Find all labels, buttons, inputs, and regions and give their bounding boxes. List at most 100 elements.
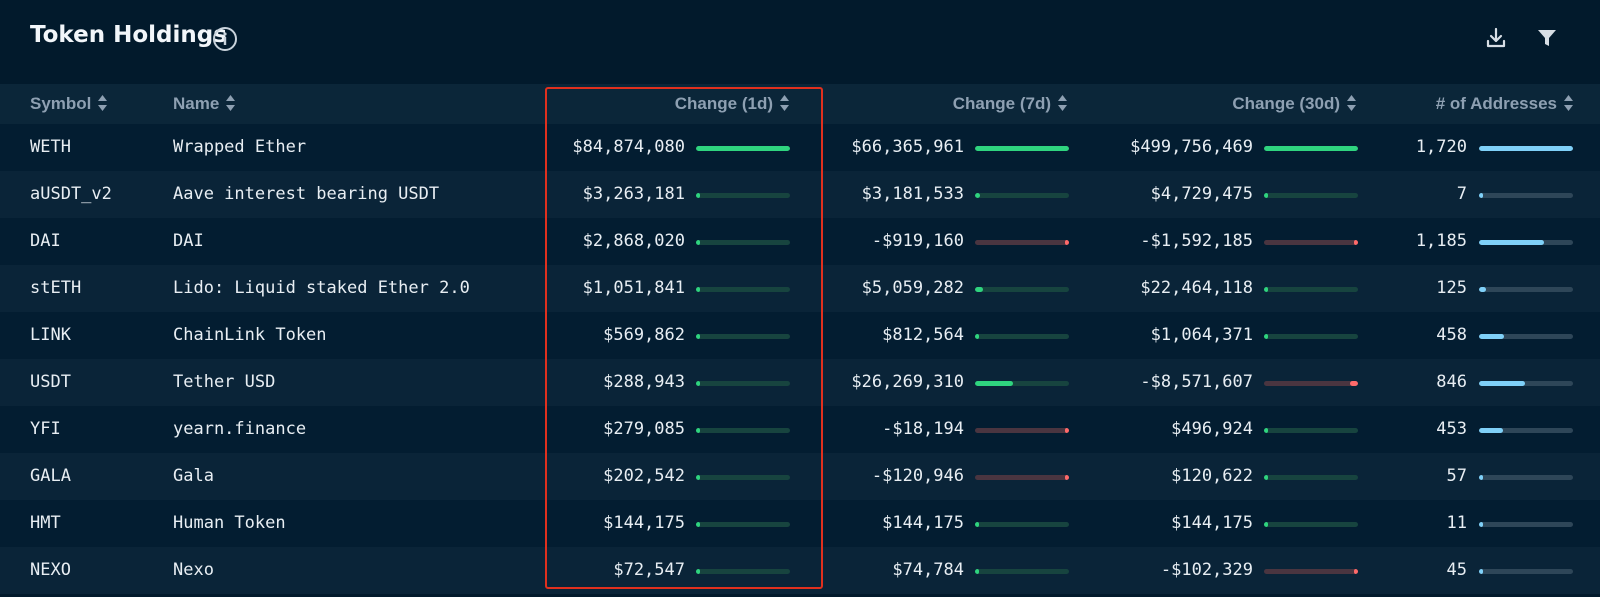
bar-fill	[1264, 146, 1358, 151]
bar-change-30d	[1264, 475, 1358, 480]
bar-addresses	[1479, 522, 1573, 527]
cell-change-1d: $569,862	[603, 325, 685, 345]
cell-addresses: 45	[1446, 560, 1467, 580]
bar-addresses	[1479, 475, 1573, 480]
cell-change-7d: -$919,160	[871, 231, 964, 251]
col-header-addresses[interactable]: # of Addresses	[1436, 84, 1574, 124]
bar-change-30d	[1264, 569, 1358, 574]
cell-change-7d: $66,365,961	[851, 137, 964, 157]
col-header-change-1d[interactable]: Change (1d)	[675, 84, 790, 124]
table-row[interactable]: stETH Lido: Liquid staked Ether 2.0 $1,0…	[0, 265, 1600, 312]
bar-change-7d	[975, 334, 1069, 339]
bar-change-30d	[1264, 193, 1358, 198]
cell-change-1d: $144,175	[603, 513, 685, 533]
cell-change-30d: $22,464,118	[1140, 278, 1253, 298]
bar-change-1d	[696, 334, 790, 339]
cell-change-30d: $144,175	[1171, 513, 1253, 533]
bar-change-7d	[975, 381, 1069, 386]
bar-change-1d	[696, 193, 790, 198]
table-row[interactable]: HMT Human Token $144,175 $144,175 $144,1…	[0, 500, 1600, 547]
cell-addresses: 57	[1446, 466, 1467, 486]
cell-symbol: HMT	[30, 513, 61, 533]
cell-symbol: stETH	[30, 278, 82, 298]
cell-change-7d: $5,059,282	[861, 278, 964, 298]
bar-addresses	[1479, 381, 1573, 386]
table-row[interactable]: YFI yearn.finance $279,085 -$18,194 $496…	[0, 406, 1600, 453]
bar-change-1d	[696, 287, 790, 292]
bar-fill	[1479, 287, 1486, 292]
bar-change-1d	[696, 240, 790, 245]
bar-fill	[696, 334, 700, 339]
col-header-symbol-label: Symbol	[30, 94, 92, 113]
bar-change-7d	[975, 428, 1069, 433]
cell-addresses: 1,185	[1415, 231, 1467, 251]
col-header-symbol[interactable]: Symbol	[30, 84, 108, 124]
cell-change-7d: -$18,194	[882, 419, 964, 439]
table-row[interactable]: WETH Wrapped Ether $84,874,080 $66,365,9…	[0, 124, 1600, 171]
bar-change-1d	[696, 381, 790, 386]
page-title: Token Holdings	[30, 22, 227, 48]
table-body: WETH Wrapped Ether $84,874,080 $66,365,9…	[0, 124, 1600, 594]
download-icon[interactable]	[1484, 26, 1508, 50]
bar-fill	[696, 193, 700, 198]
bar-change-30d	[1264, 428, 1358, 433]
col-header-change-30d[interactable]: Change (30d)	[1232, 84, 1357, 124]
cell-change-7d: $3,181,533	[861, 184, 964, 204]
bar-fill	[1065, 475, 1069, 480]
bar-fill	[696, 240, 700, 245]
table-row[interactable]: GALA Gala $202,542 -$120,946 $120,622 57	[0, 453, 1600, 500]
cell-change-7d: -$120,946	[871, 466, 964, 486]
bar-addresses	[1479, 287, 1573, 292]
table-row[interactable]: DAI DAI $2,868,020 -$919,160 -$1,592,185…	[0, 218, 1600, 265]
cell-name: DAI	[173, 231, 204, 251]
cell-name: Aave interest bearing USDT	[173, 184, 440, 204]
info-circle-icon[interactable]	[212, 26, 238, 52]
bar-fill	[975, 146, 1069, 151]
col-header-change-30d-label: Change (30d)	[1232, 94, 1340, 113]
cell-change-1d: $84,874,080	[572, 137, 685, 157]
bar-change-30d	[1264, 381, 1358, 386]
table-row[interactable]: aUSDT_v2 Aave interest bearing USDT $3,2…	[0, 171, 1600, 218]
bar-fill	[1479, 569, 1483, 574]
col-header-change-7d[interactable]: Change (7d)	[953, 84, 1068, 124]
sort-icon	[226, 94, 236, 111]
cell-symbol: aUSDT_v2	[30, 184, 112, 204]
cell-change-30d: $4,729,475	[1150, 184, 1253, 204]
cell-change-1d: $288,943	[603, 372, 685, 392]
cell-change-30d: $496,924	[1171, 419, 1253, 439]
cell-name: Human Token	[173, 513, 286, 533]
filter-icon[interactable]	[1535, 26, 1559, 50]
bar-fill	[975, 334, 979, 339]
sort-icon	[1058, 94, 1067, 111]
bar-fill	[1354, 569, 1358, 574]
cell-symbol: DAI	[30, 231, 61, 251]
bar-change-7d	[975, 146, 1069, 151]
bar-fill	[975, 569, 979, 574]
bar-change-7d	[975, 240, 1069, 245]
bar-change-1d	[696, 146, 790, 151]
bar-fill	[975, 287, 983, 292]
bar-fill	[1479, 240, 1544, 245]
bar-fill	[1479, 381, 1526, 386]
token-holdings-table: Symbol Name Change (1d) Change (7d) Chan…	[0, 84, 1600, 594]
cell-symbol: GALA	[30, 466, 71, 486]
bar-fill	[1479, 475, 1483, 480]
cell-symbol: NEXO	[30, 560, 71, 580]
bar-change-7d	[975, 522, 1069, 527]
table-row[interactable]: USDT Tether USD $288,943 $26,269,310 -$8…	[0, 359, 1600, 406]
cell-name: yearn.finance	[173, 419, 307, 439]
cell-change-1d: $72,547	[613, 560, 685, 580]
bar-addresses	[1479, 146, 1573, 151]
table-row[interactable]: NEXO Nexo $72,547 $74,784 -$102,329 45	[0, 547, 1600, 594]
cell-addresses: 125	[1436, 278, 1467, 298]
cell-change-30d: -$102,329	[1160, 560, 1253, 580]
bar-fill	[696, 146, 790, 151]
bar-fill	[696, 522, 700, 527]
col-header-name[interactable]: Name	[173, 84, 236, 124]
sort-icon	[1564, 94, 1573, 111]
cell-name: Wrapped Ether	[173, 137, 307, 157]
bar-change-30d	[1264, 240, 1358, 245]
table-row[interactable]: LINK ChainLink Token $569,862 $812,564 $…	[0, 312, 1600, 359]
cell-symbol: YFI	[30, 419, 61, 439]
cell-name: Nexo	[173, 560, 214, 580]
